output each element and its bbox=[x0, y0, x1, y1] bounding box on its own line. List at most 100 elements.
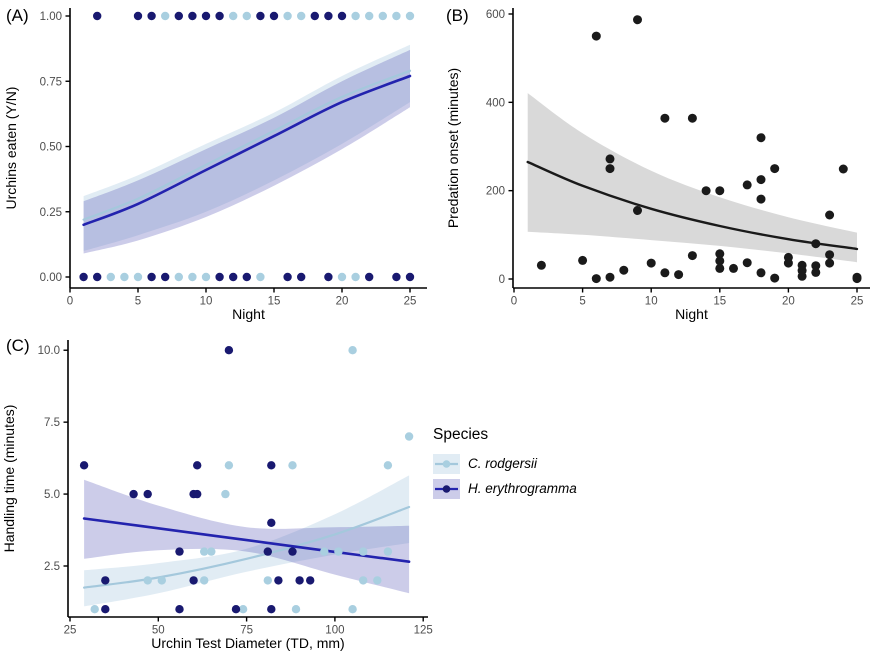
data-point-h-erythrogramma bbox=[392, 272, 401, 282]
data-point-c-rodgersii bbox=[133, 272, 143, 282]
x-tick-label: 10 bbox=[200, 296, 213, 308]
data-point-c-rodgersii bbox=[200, 576, 209, 585]
y-tick-label: 200 bbox=[486, 186, 505, 198]
data-point-h-erythrogramma bbox=[263, 547, 272, 556]
legend: Species C. rodgersii H. erythrogramma bbox=[433, 426, 683, 501]
x-tick-label: 25 bbox=[851, 296, 864, 308]
data-point-h-erythrogramma bbox=[93, 272, 102, 282]
x-tick-label: 0 bbox=[511, 296, 517, 308]
data-point-h-erythrogramma bbox=[175, 547, 184, 556]
x-tick-label: 5 bbox=[579, 296, 585, 308]
data-point-c-rodgersii bbox=[337, 272, 347, 282]
data-point-predation-onset bbox=[646, 258, 656, 268]
legend-key-c-rodgersii-icon bbox=[433, 453, 460, 474]
data-point-h-erythrogramma bbox=[133, 11, 143, 21]
data-point-h-erythrogramma bbox=[174, 11, 183, 21]
data-point-predation-onset bbox=[770, 273, 780, 283]
data-point-c-rodgersii bbox=[291, 605, 301, 614]
data-point-c-rodgersii bbox=[359, 576, 368, 585]
x-tick-label: 5 bbox=[135, 296, 141, 308]
data-point-h-erythrogramma bbox=[79, 461, 89, 470]
data-point-h-erythrogramma bbox=[224, 346, 234, 355]
data-point-predation-onset bbox=[770, 164, 780, 174]
legend-title: Species bbox=[433, 426, 489, 443]
x-tick-label: 20 bbox=[336, 296, 349, 308]
data-point-predation-onset bbox=[578, 255, 588, 265]
data-point-h-erythrogramma bbox=[337, 11, 347, 21]
data-point-c-rodgersii bbox=[224, 461, 234, 470]
legend-key-point bbox=[442, 484, 451, 493]
ribbon-c-rodgersii bbox=[83, 44, 410, 251]
data-point-h-erythrogramma bbox=[129, 489, 138, 499]
y-tick-label: 10.0 bbox=[38, 345, 60, 357]
data-point-h-erythrogramma bbox=[267, 461, 276, 470]
x-tick-label: 25 bbox=[64, 625, 77, 637]
x-tick-label: 50 bbox=[152, 625, 165, 637]
x-tick-label: 20 bbox=[782, 296, 795, 308]
data-point-predation-onset bbox=[536, 260, 546, 270]
fit-line-h-erythrogramma bbox=[82, 517, 411, 563]
data-point-c-rodgersii bbox=[221, 489, 230, 499]
fit-line-c-rodgersii bbox=[83, 505, 411, 589]
data-point-c-rodgersii bbox=[201, 272, 211, 282]
y-axis-title: Urchins eaten (Y/N) bbox=[3, 87, 19, 210]
data-point-c-rodgersii bbox=[106, 272, 116, 282]
legend-key-point bbox=[442, 459, 451, 468]
data-point-h-erythrogramma bbox=[215, 11, 224, 21]
data-point-predation-onset bbox=[825, 258, 835, 268]
y-tick-label: 0 bbox=[499, 274, 505, 286]
data-point-h-erythrogramma bbox=[242, 272, 251, 282]
fit-line-c-rodgersii bbox=[82, 69, 412, 221]
panel-a-label: (A) bbox=[6, 6, 29, 25]
data-point-c-rodgersii bbox=[383, 461, 393, 470]
fit-line-predation-onset bbox=[526, 160, 859, 251]
data-point-c-rodgersii bbox=[188, 272, 197, 282]
data-point-c-rodgersii bbox=[405, 11, 415, 21]
data-point-h-erythrogramma bbox=[101, 605, 110, 614]
data-point-c-rodgersii bbox=[238, 605, 248, 614]
y-tick-label: 600 bbox=[486, 9, 505, 21]
data-point-c-rodgersii bbox=[174, 272, 183, 282]
data-point-h-erythrogramma bbox=[175, 605, 184, 614]
data-point-c-rodgersii bbox=[351, 11, 360, 21]
x-tick-label: 75 bbox=[240, 625, 253, 637]
ribbon-predation-onset bbox=[527, 93, 857, 263]
data-point-predation-onset bbox=[838, 164, 848, 174]
data-point-c-rodgersii bbox=[404, 432, 414, 441]
panel-c-label: (C) bbox=[6, 336, 30, 355]
x-tick-label: 15 bbox=[268, 296, 281, 308]
data-point-predation-onset bbox=[605, 272, 615, 282]
data-point-h-erythrogramma bbox=[306, 576, 315, 585]
x-tick-label: 0 bbox=[67, 296, 73, 308]
data-point-c-rodgersii bbox=[383, 547, 393, 556]
data-point-h-erythrogramma bbox=[324, 272, 333, 282]
data-point-predation-onset bbox=[674, 270, 684, 280]
legend-label-h-erythrogramma: H. erythrogramma bbox=[468, 481, 577, 496]
ribbon-h-erythrogramma bbox=[83, 49, 410, 254]
data-point-predation-onset bbox=[811, 261, 821, 271]
data-point-h-erythrogramma bbox=[79, 272, 88, 282]
data-point-c-rodgersii bbox=[90, 605, 99, 614]
data-point-c-rodgersii bbox=[365, 11, 374, 21]
y-tick-label: 0.00 bbox=[40, 272, 62, 284]
data-point-predation-onset bbox=[633, 15, 642, 25]
data-point-c-rodgersii bbox=[297, 11, 306, 21]
y-tick-label: 5.0 bbox=[44, 489, 60, 501]
legend-label-c-rodgersii: C. rodgersii bbox=[468, 456, 538, 471]
data-point-predation-onset bbox=[715, 263, 725, 273]
data-point-h-erythrogramma bbox=[193, 489, 202, 499]
data-point-predation-onset bbox=[715, 256, 725, 266]
data-point-c-rodgersii bbox=[256, 272, 265, 282]
data-point-c-rodgersii bbox=[263, 576, 272, 585]
data-point-c-rodgersii bbox=[229, 11, 238, 21]
data-point-predation-onset bbox=[715, 186, 725, 196]
data-point-predation-onset bbox=[756, 268, 766, 278]
x-tick-label: 10 bbox=[645, 296, 658, 308]
data-point-c-rodgersii bbox=[161, 11, 170, 21]
data-point-h-erythrogramma bbox=[93, 11, 102, 21]
data-point-h-erythrogramma bbox=[193, 461, 202, 470]
data-point-predation-onset bbox=[756, 133, 766, 143]
legend-item-c-rodgersii: C. rodgersii bbox=[433, 451, 683, 476]
data-point-predation-onset bbox=[660, 113, 670, 123]
data-point-predation-onset bbox=[660, 268, 670, 278]
